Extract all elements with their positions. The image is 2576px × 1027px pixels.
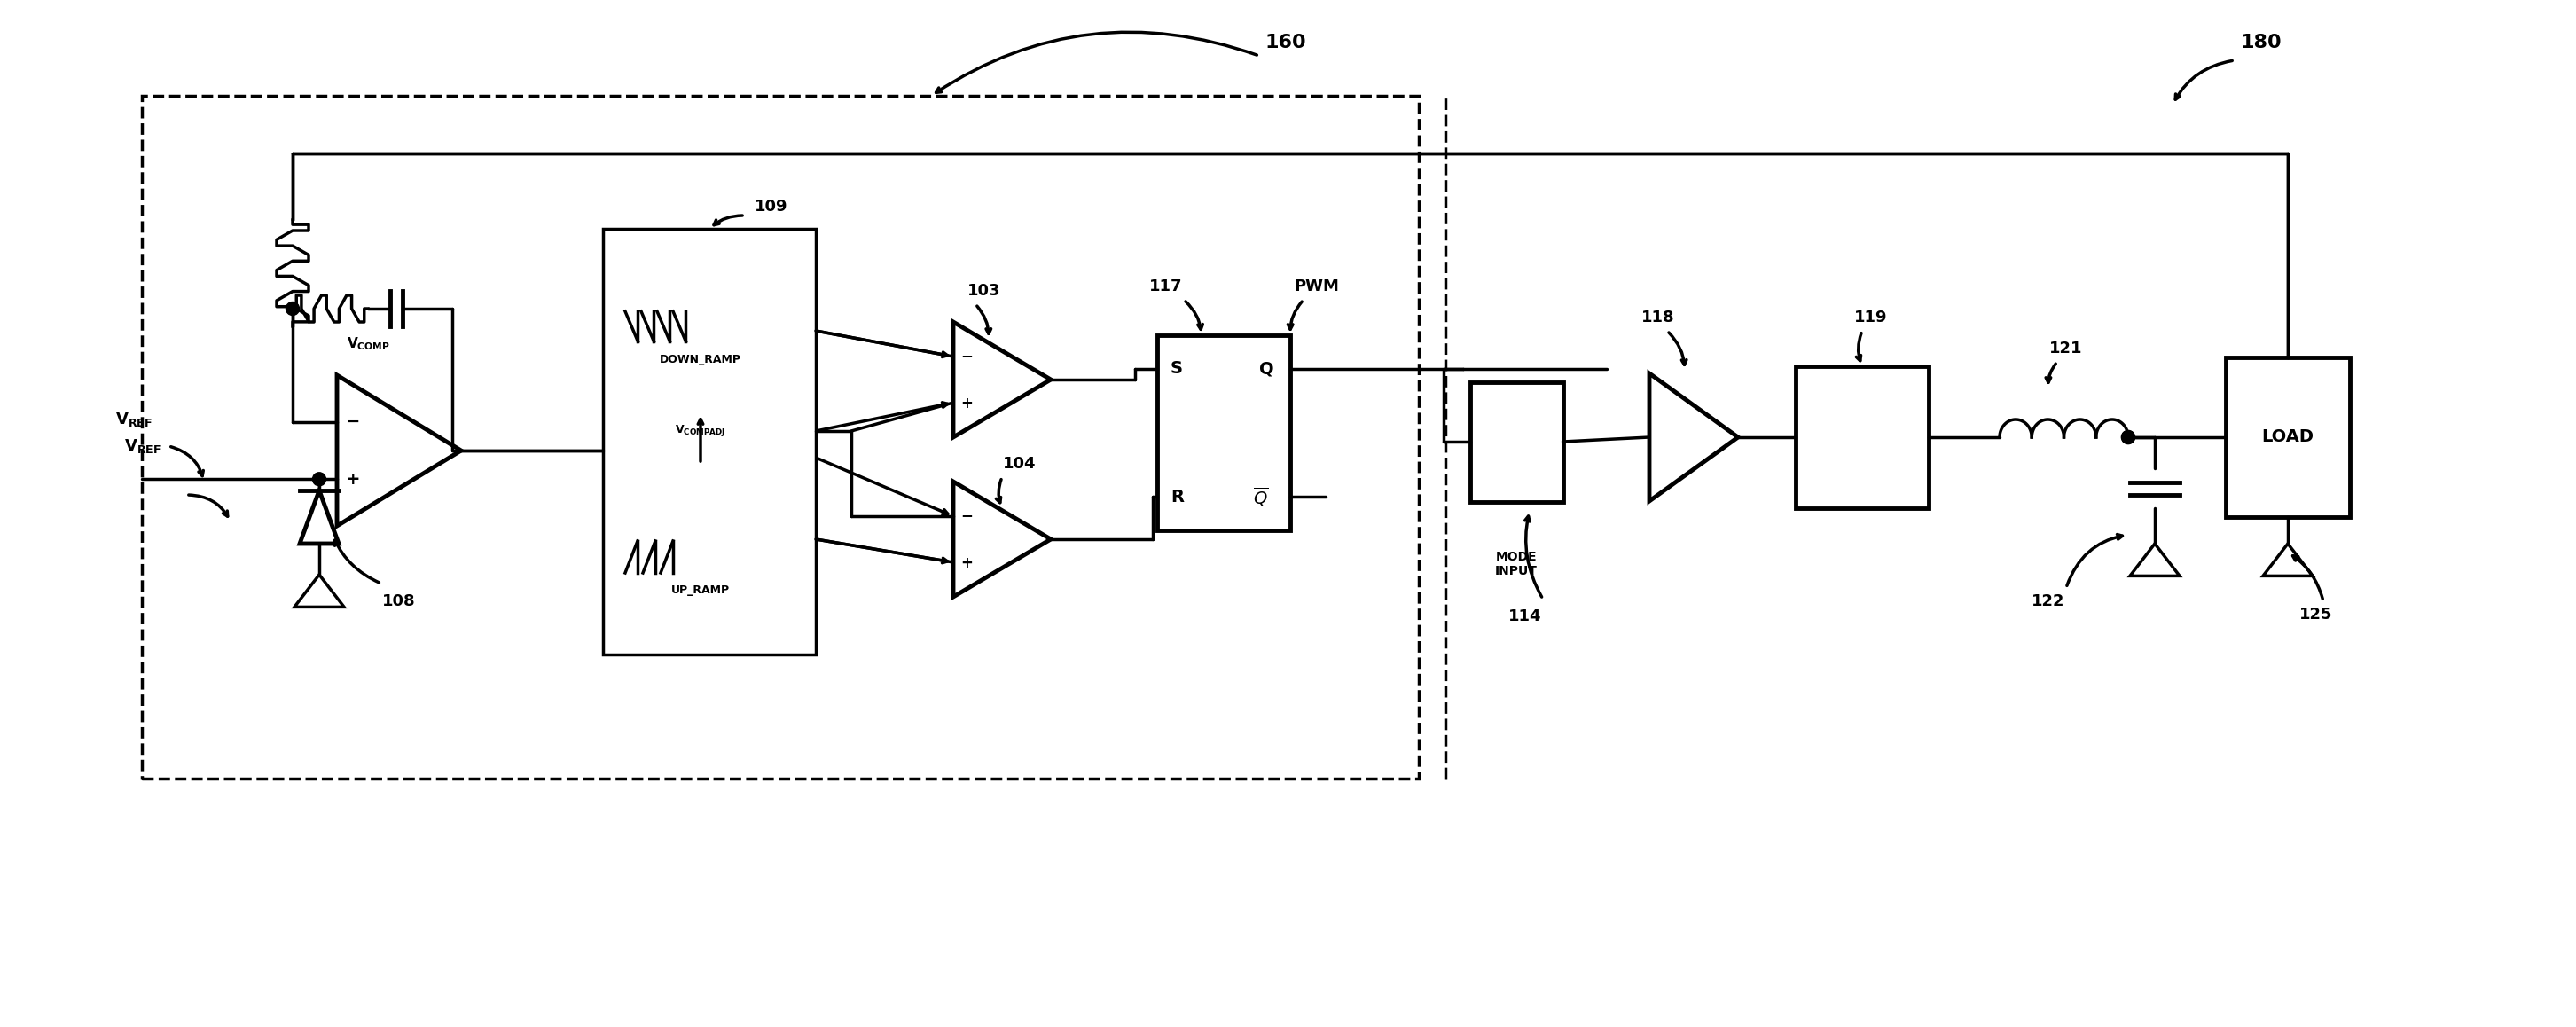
Text: 109: 109 [755,198,788,215]
Text: PWM: PWM [1293,278,1340,295]
Text: MODE
INPUT: MODE INPUT [1494,550,1538,577]
Circle shape [2123,430,2136,444]
Circle shape [2123,430,2136,444]
Circle shape [312,472,327,486]
Text: +: + [345,470,361,488]
Text: DOWN_RAMP: DOWN_RAMP [659,354,742,366]
Text: R: R [1170,488,1185,505]
Text: 119: 119 [1855,309,1888,326]
Text: 180: 180 [2241,34,2282,51]
Text: −: − [345,414,361,430]
Text: $\mathbf{V_{REF}}$: $\mathbf{V_{REF}}$ [116,411,152,428]
Text: +: + [961,556,974,571]
Text: −: − [961,507,974,523]
Text: 103: 103 [969,282,1002,299]
Circle shape [286,302,299,315]
Text: −: − [961,347,974,364]
Text: S: S [1170,360,1182,377]
Text: +: + [961,395,974,412]
Text: Q: Q [1260,360,1275,377]
Text: 104: 104 [1002,456,1036,471]
Text: 160: 160 [1265,34,1306,51]
Text: $\overline{Q}$: $\overline{Q}$ [1252,486,1267,508]
Text: 114: 114 [1510,609,1543,624]
Text: LOAD: LOAD [2262,429,2313,446]
Text: $\mathbf{V_{REF}}$: $\mathbf{V_{REF}}$ [124,438,162,455]
Text: $\mathbf{V_{COMP}}$: $\mathbf{V_{COMP}}$ [345,336,389,352]
Text: 108: 108 [381,594,415,609]
Text: 122: 122 [2032,594,2066,609]
Text: 121: 121 [2050,341,2084,356]
Text: 117: 117 [1149,278,1182,295]
Text: 125: 125 [2298,607,2331,622]
Text: $\mathbf{V_{COMPADJ}}$: $\mathbf{V_{COMPADJ}}$ [675,423,726,439]
Text: 118: 118 [1641,309,1674,326]
Text: UP_RAMP: UP_RAMP [672,585,729,597]
